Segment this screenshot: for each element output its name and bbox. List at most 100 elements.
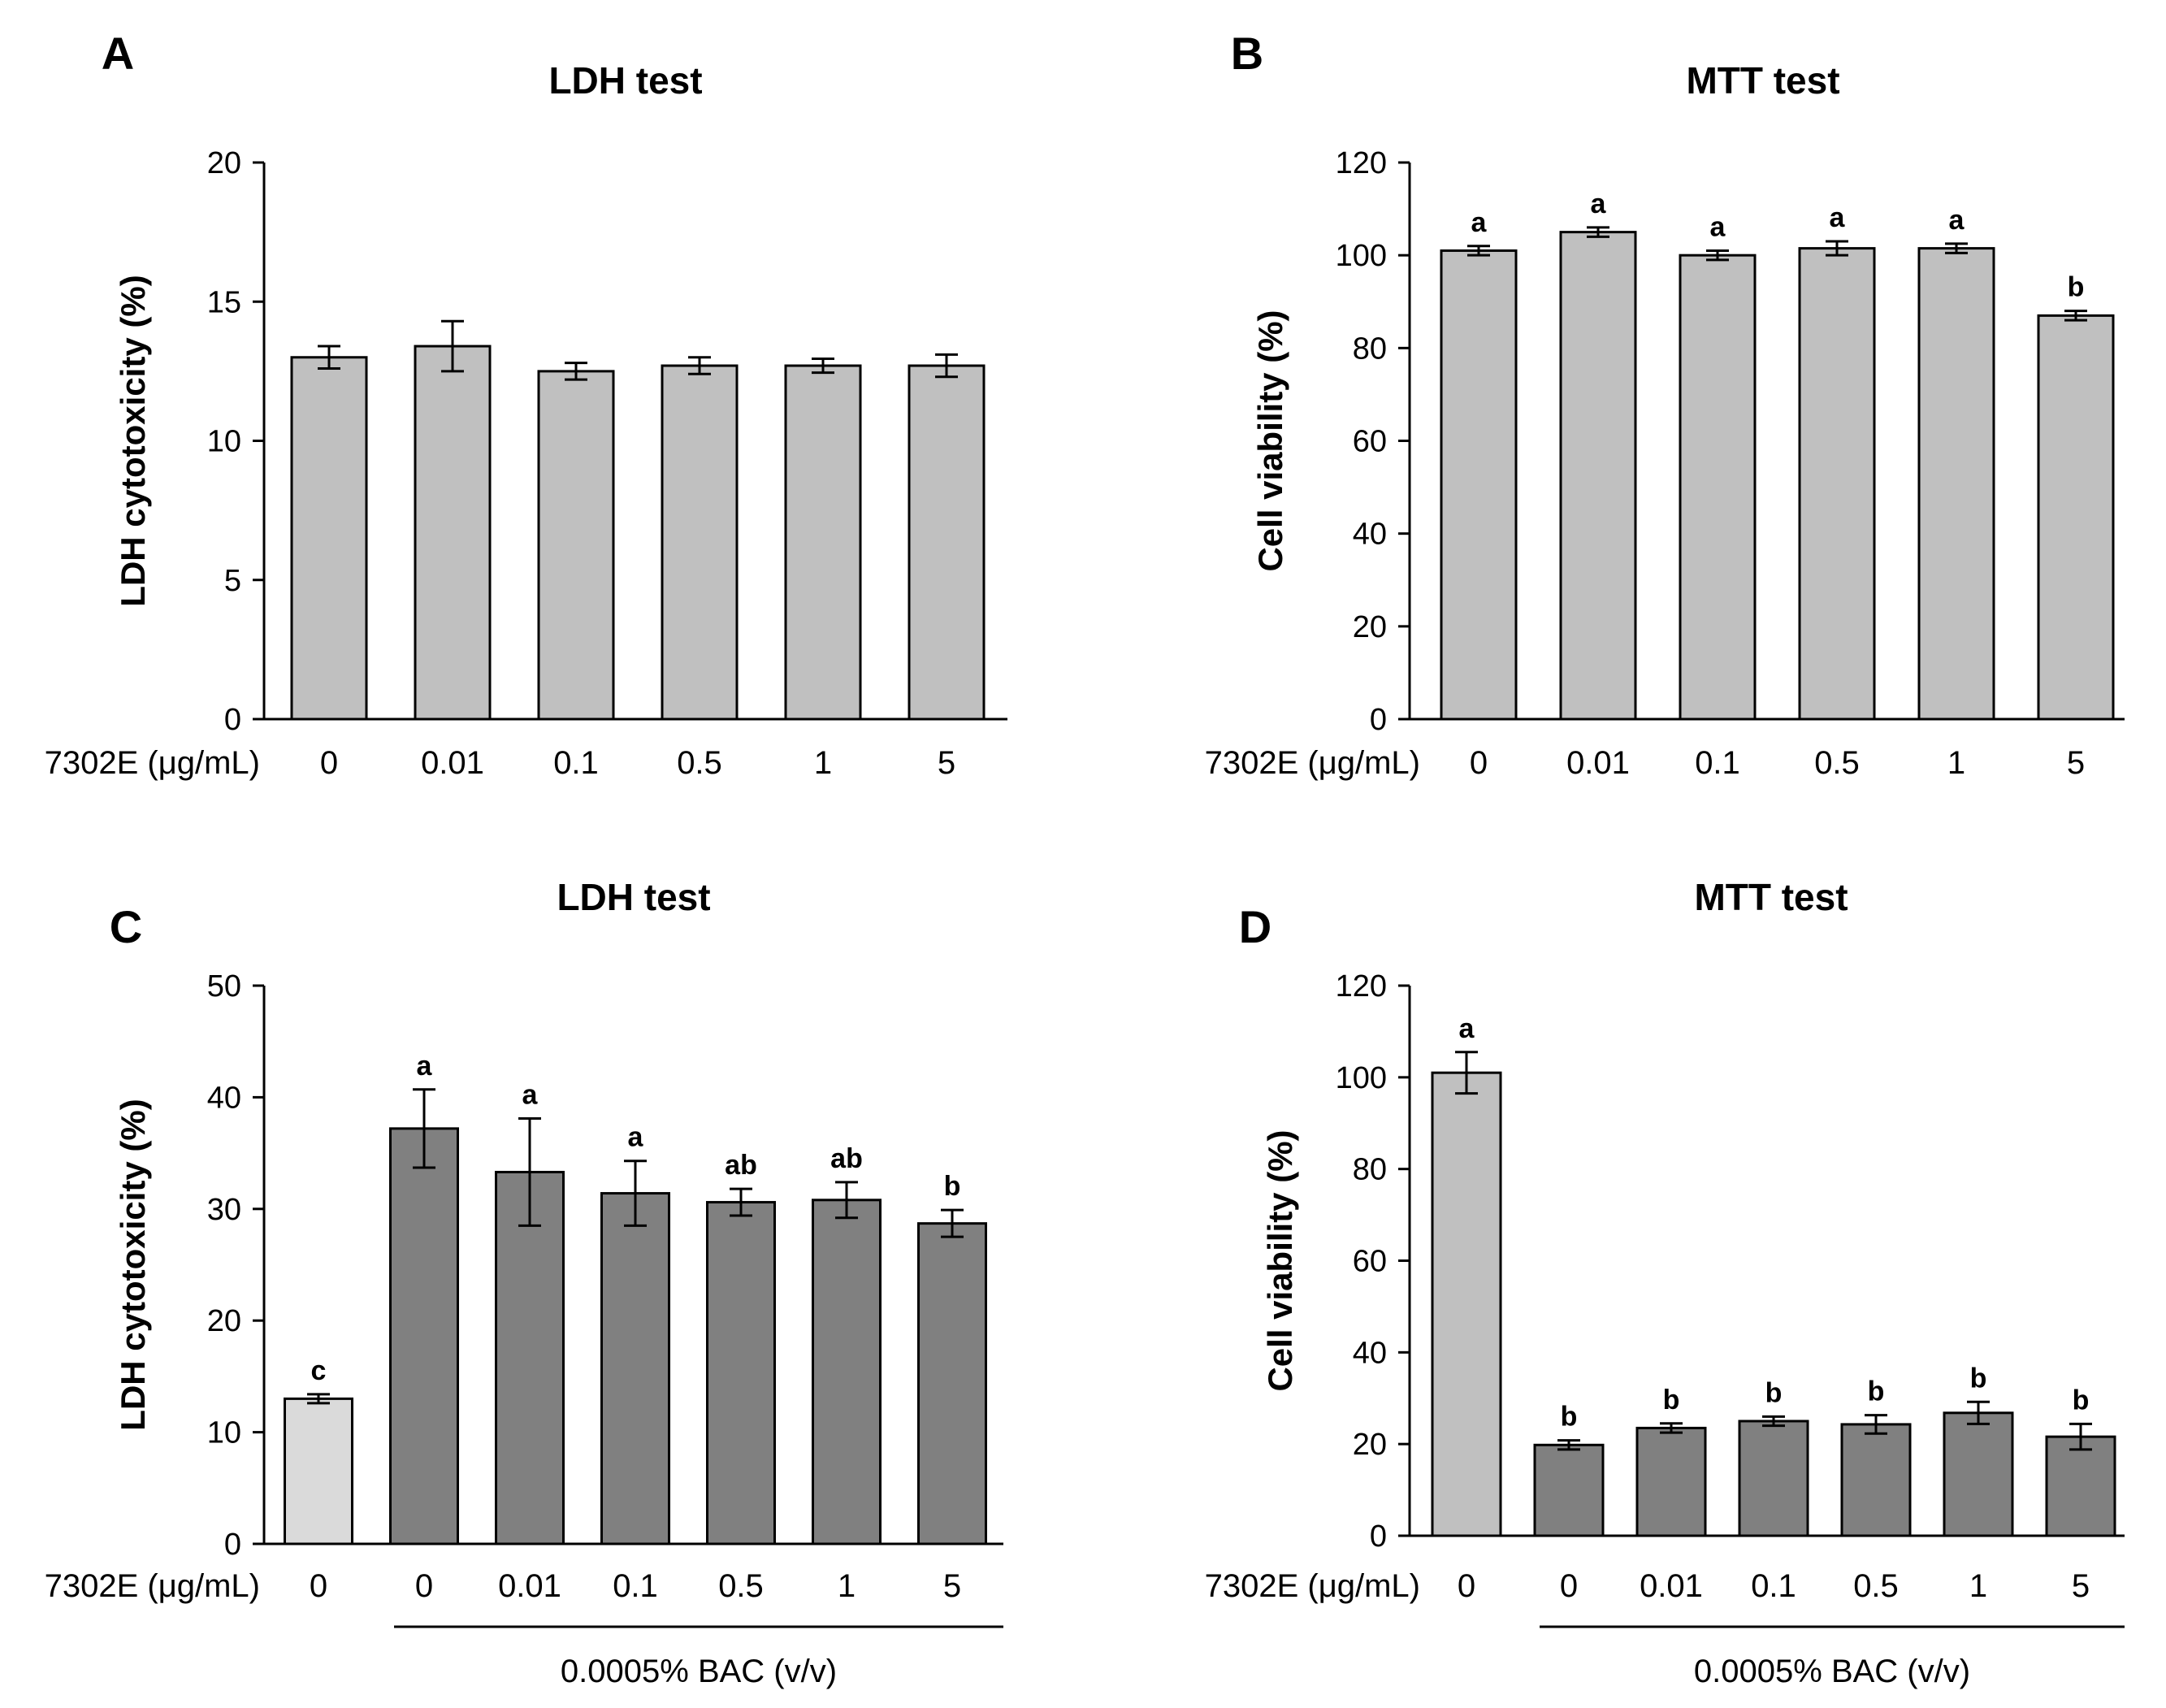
x-tick-label: 0.5 <box>1853 1568 1899 1604</box>
significance-label: b <box>1868 1376 1885 1407</box>
bar <box>1798 247 1876 721</box>
x-axis-label: 7302E (μg/mL) <box>1205 745 1420 781</box>
y-tick-label: 10 <box>207 1416 241 1450</box>
y-axis-label: Cell viability (%) <box>1251 310 1289 571</box>
significance-label: b <box>2073 1385 2090 1415</box>
x-tick-label: 5 <box>943 1568 961 1604</box>
significance-label: a <box>1710 211 1726 242</box>
bar <box>284 1397 353 1545</box>
x-tick-label: 5 <box>938 745 955 781</box>
bar <box>1738 1420 1809 1537</box>
bar <box>389 1127 459 1545</box>
y-tick-label: 120 <box>1336 146 1387 180</box>
x-tick-label: 0 <box>320 745 338 781</box>
bar <box>917 1222 987 1545</box>
group-label: 0.0005% BAC (v/v) <box>561 1654 837 1689</box>
significance-label: a <box>1459 1013 1475 1044</box>
significance-label: a <box>417 1051 433 1082</box>
bar <box>1917 247 1995 721</box>
x-tick-label: 0.1 <box>553 745 599 781</box>
significance-label: ab <box>830 1143 863 1174</box>
x-tick-label: 0.5 <box>677 745 722 781</box>
panel-letter: C <box>110 901 142 952</box>
significance-label: b <box>1765 1377 1783 1408</box>
panel-letter: A <box>102 28 134 79</box>
x-axis-label: 7302E (μg/mL) <box>45 745 260 781</box>
bar <box>1533 1443 1605 1537</box>
y-tick-label: 15 <box>207 285 241 319</box>
y-axis-label: LDH cytotoxicity (%) <box>114 1099 152 1430</box>
x-tick-label: 5 <box>2067 745 2085 781</box>
y-tick-label: 60 <box>1353 425 1387 459</box>
bar <box>290 356 368 721</box>
bar <box>2037 314 2115 721</box>
x-tick-label: 0.01 <box>1566 745 1630 781</box>
bar <box>1679 254 1757 721</box>
y-tick-label: 80 <box>1353 1153 1387 1187</box>
bar <box>1943 1411 2014 1537</box>
y-tick-label: 50 <box>207 969 241 1004</box>
group-label: 0.0005% BAC (v/v) <box>1694 1654 1970 1689</box>
y-tick-label: 0 <box>224 703 241 737</box>
x-tick-label: 0 <box>1560 1568 1578 1604</box>
y-axis-label: Cell viability (%) <box>1261 1129 1299 1391</box>
x-tick-label: 0.01 <box>421 745 484 781</box>
bar <box>908 364 986 721</box>
bar <box>784 364 862 721</box>
significance-label: b <box>1561 1402 1578 1433</box>
chart-title: LDH test <box>557 876 710 918</box>
y-tick-label: 40 <box>207 1081 241 1115</box>
x-tick-label: 0 <box>415 1568 433 1604</box>
bar <box>812 1199 882 1545</box>
y-tick-label: 0 <box>224 1528 241 1562</box>
x-tick-label: 1 <box>814 745 832 781</box>
y-tick-label: 60 <box>1353 1245 1387 1279</box>
x-tick-label: 0.5 <box>1814 745 1860 781</box>
x-tick-label: 0.1 <box>613 1568 658 1604</box>
x-tick-label: 0.01 <box>498 1568 561 1604</box>
x-tick-label: 0 <box>1458 1568 1475 1604</box>
bar <box>1431 1071 1502 1537</box>
x-axis-label: 7302E (μg/mL) <box>1205 1568 1420 1604</box>
bar <box>2045 1435 2116 1537</box>
bar <box>1840 1423 1912 1537</box>
panel-letter: D <box>1239 901 1271 952</box>
significance-label: a <box>628 1122 644 1153</box>
y-tick-label: 30 <box>207 1193 241 1227</box>
significance-label: a <box>1591 189 1607 219</box>
significance-label: a <box>1471 207 1488 238</box>
bar <box>1559 231 1637 721</box>
y-tick-label: 80 <box>1353 332 1387 366</box>
x-axis-label: 7302E (μg/mL) <box>45 1568 260 1604</box>
y-tick-label: 20 <box>207 1304 241 1338</box>
panel-letter: B <box>1231 28 1263 79</box>
significance-label: b <box>1663 1385 1680 1415</box>
bar <box>600 1192 670 1545</box>
y-tick-label: 0 <box>1370 703 1387 737</box>
bar <box>706 1201 776 1545</box>
significance-label: b <box>944 1171 961 1202</box>
y-tick-label: 40 <box>1353 518 1387 552</box>
y-tick-label: 100 <box>1336 1061 1387 1095</box>
x-tick-label: 5 <box>2072 1568 2090 1604</box>
y-tick-label: 20 <box>1353 610 1387 644</box>
y-tick-label: 100 <box>1336 239 1387 273</box>
chart-title: LDH test <box>548 59 702 102</box>
x-tick-label: 1 <box>838 1568 856 1604</box>
bar <box>1635 1426 1707 1537</box>
x-tick-label: 0.5 <box>718 1568 764 1604</box>
y-tick-label: 10 <box>207 425 241 459</box>
y-axis-label: LDH cytotoxicity (%) <box>114 275 152 606</box>
significance-label: ab <box>725 1150 757 1181</box>
x-tick-label: 0.1 <box>1751 1568 1796 1604</box>
chart-title: MTT test <box>1686 59 1839 102</box>
y-tick-label: 20 <box>207 146 241 180</box>
significance-label: a <box>1949 205 1965 236</box>
significance-label: b <box>2068 272 2085 303</box>
significance-label: b <box>1970 1363 1987 1394</box>
bar <box>661 364 739 721</box>
bar <box>495 1170 565 1545</box>
